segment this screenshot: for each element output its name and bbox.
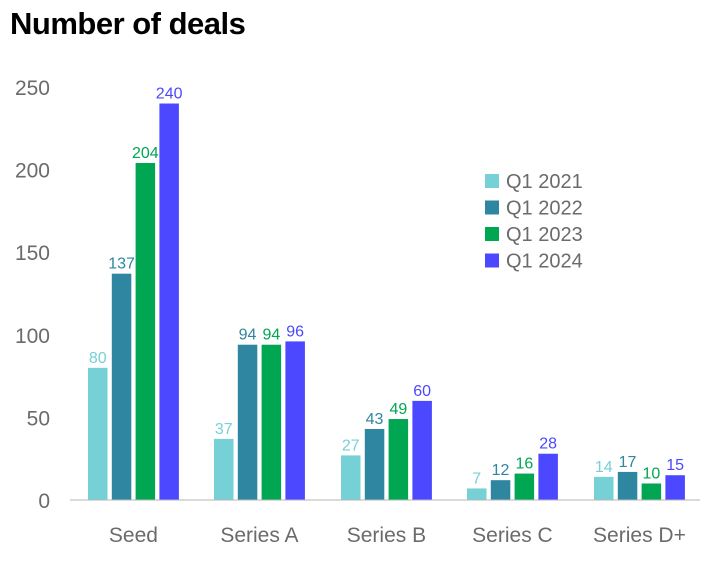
legend-swatch [485, 200, 499, 215]
data-label: 28 [539, 436, 557, 453]
legend-item: Q1 2024 [485, 251, 583, 273]
bar [467, 488, 487, 500]
bar [214, 438, 234, 500]
data-label: 94 [239, 327, 257, 344]
x-tick-label: Series D+ [593, 524, 686, 547]
data-label: 80 [89, 350, 107, 367]
legend: Q1 2021 Q1 2022 Q1 2023 Q1 2024 [485, 171, 583, 273]
bar [412, 400, 432, 500]
bar-group: 7 12 16 28 [467, 436, 558, 500]
legend-label: Q1 2024 [506, 251, 583, 273]
data-label: 14 [595, 459, 613, 476]
legend-swatch [485, 174, 499, 188]
data-label: 96 [286, 323, 304, 340]
data-label: 204 [132, 145, 159, 162]
y-tick-label: 0 [38, 490, 50, 513]
data-label: 49 [389, 401, 407, 418]
data-label: 37 [215, 421, 233, 438]
data-label: 94 [262, 327, 280, 344]
legend-item: Q1 2021 [485, 171, 583, 193]
y-tick-label: 100 [15, 325, 50, 348]
bar [111, 273, 132, 500]
bar [88, 367, 108, 500]
bar [135, 162, 156, 500]
data-label: 7 [472, 470, 481, 487]
data-label: 27 [342, 437, 360, 454]
x-tick-label: Series A [220, 524, 298, 547]
bar [490, 480, 511, 500]
y-tick-label: 250 [15, 77, 50, 100]
bar-group: 27 43 49 60 [341, 383, 432, 500]
bar [641, 483, 662, 500]
data-label: 43 [366, 411, 384, 428]
bar [388, 419, 409, 500]
data-label: 240 [156, 86, 183, 103]
bar [285, 341, 305, 500]
data-label: 17 [619, 454, 637, 471]
legend-label: Q1 2021 [506, 171, 583, 193]
y-tick-label: 200 [15, 160, 50, 183]
bar-group: 37 94 94 96 [214, 323, 305, 500]
bar [617, 471, 638, 500]
legend-swatch [485, 253, 499, 268]
bar [237, 344, 258, 500]
x-axis: Seed Series A Series B Series C Series D+ [70, 499, 700, 547]
bar [159, 103, 179, 501]
data-label: 15 [666, 457, 684, 474]
legend-item: Q1 2023 [485, 224, 583, 246]
bar [364, 428, 385, 500]
chart-title: Number of deals [10, 6, 246, 41]
bar-group: 14 17 10 15 [594, 454, 685, 500]
data-label: 137 [108, 256, 135, 273]
bars: 80 137 204 240 37 94 94 96 27 43 49 60 7 12 16 28 14 17 10… [88, 86, 685, 501]
legend-swatch [485, 227, 499, 241]
legend-label: Q1 2023 [506, 224, 583, 246]
legend-item: Q1 2022 [485, 198, 583, 220]
data-label: 16 [515, 456, 533, 473]
data-label: 10 [642, 465, 660, 482]
bar-group: 80 137 204 240 [88, 86, 183, 501]
x-tick-label: Series C [472, 524, 553, 547]
bar [665, 475, 685, 500]
bar [341, 455, 361, 500]
data-label: 12 [492, 462, 510, 479]
bar [514, 473, 535, 500]
data-label: 60 [413, 383, 431, 400]
x-tick-label: Series B [347, 524, 426, 547]
y-tick-label: 50 [27, 407, 50, 430]
y-tick-label: 150 [15, 242, 50, 265]
legend-label: Q1 2022 [506, 198, 583, 220]
bar [594, 476, 614, 500]
bar [538, 453, 558, 500]
x-tick-label: Seed [109, 524, 158, 547]
y-axis: 0 50 100 150 200 250 [15, 77, 50, 513]
bar [261, 344, 282, 500]
